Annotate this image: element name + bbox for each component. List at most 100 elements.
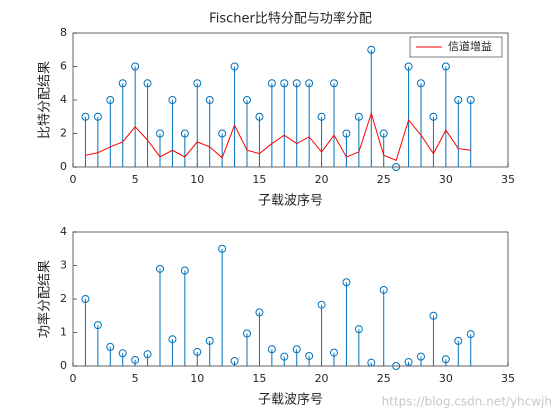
stem-marker xyxy=(255,308,264,317)
x-tick-label: 0 xyxy=(70,372,77,385)
stem-marker xyxy=(230,356,239,365)
stem-marker xyxy=(230,62,239,71)
x-tick-label: 30 xyxy=(439,173,453,186)
stem-marker xyxy=(118,79,127,88)
x-axis-label: 子载波序号 xyxy=(258,393,323,408)
stem-marker xyxy=(156,264,164,273)
stem-marker xyxy=(280,352,289,361)
y-tick-label: 3 xyxy=(60,259,67,272)
stem-marker xyxy=(180,129,189,138)
stem-marker xyxy=(417,352,425,361)
stem-marker xyxy=(93,321,102,330)
stem-marker xyxy=(404,62,413,71)
stem-marker xyxy=(81,112,90,121)
stem-marker xyxy=(317,112,326,121)
stem-marker xyxy=(454,96,463,104)
stem-marker xyxy=(218,129,227,138)
x-tick-label: 35 xyxy=(501,173,515,186)
stem-marker xyxy=(193,347,202,356)
stem-marker xyxy=(168,96,177,104)
stem-marker xyxy=(317,300,326,309)
stem-marker xyxy=(180,266,189,275)
stem-marker xyxy=(205,96,214,104)
stem-marker xyxy=(454,336,463,345)
y-tick-label: 4 xyxy=(60,225,67,238)
stem-marker xyxy=(193,79,202,88)
x-tick-label: 5 xyxy=(132,173,139,186)
y-axis-label: 功率分配结果 xyxy=(37,260,53,338)
stem-marker xyxy=(305,79,314,88)
stem-marker xyxy=(81,295,90,303)
x-tick-label: 10 xyxy=(190,372,204,385)
stem-marker xyxy=(379,285,388,294)
stem-marker xyxy=(243,329,251,338)
legend-box xyxy=(409,36,503,58)
chart-title: Fischer比特分配与功率分配 xyxy=(209,11,372,27)
stem-marker xyxy=(417,79,425,88)
stem-marker xyxy=(367,45,376,54)
stem-marker xyxy=(466,96,475,104)
x-tick-label: 5 xyxy=(132,372,139,385)
x-tick-label: 0 xyxy=(70,173,77,186)
stem-marker xyxy=(354,112,363,121)
stem-marker xyxy=(205,336,214,345)
axes-box xyxy=(72,231,509,367)
y-tick-label: 1 xyxy=(60,326,67,339)
x-tick-label: 15 xyxy=(252,173,266,186)
stem-marker xyxy=(379,129,388,138)
y-tick-label: 2 xyxy=(60,127,67,140)
stem-marker xyxy=(131,62,140,71)
stem-marker xyxy=(292,345,301,354)
stem-marker xyxy=(404,357,413,366)
stem-marker xyxy=(330,79,338,88)
stem-marker xyxy=(255,112,264,121)
stem-marker xyxy=(330,348,338,357)
stem-marker xyxy=(93,112,102,121)
stem-marker xyxy=(429,311,438,320)
stem-marker xyxy=(118,349,127,358)
stem-marker xyxy=(143,79,152,88)
stem-marker xyxy=(466,330,475,339)
stem-marker xyxy=(106,342,115,351)
stem-marker xyxy=(218,244,227,253)
stem-marker xyxy=(292,79,301,88)
stem-marker xyxy=(106,96,115,104)
y-tick-label: 0 xyxy=(60,160,67,173)
stem-marker xyxy=(267,345,276,354)
stem-marker xyxy=(156,129,164,138)
x-tick-label: 20 xyxy=(315,173,329,186)
stem-marker xyxy=(441,62,450,71)
stem-marker xyxy=(267,79,276,88)
x-tick-label: 15 xyxy=(252,372,266,385)
x-tick-label: 25 xyxy=(377,173,391,186)
x-tick-label: 25 xyxy=(377,372,391,385)
stem-marker xyxy=(342,278,351,287)
stem-marker xyxy=(392,362,401,370)
stem-marker xyxy=(168,335,177,344)
y-tick-label: 0 xyxy=(60,359,67,372)
line xyxy=(85,111,471,161)
x-tick-label: 30 xyxy=(439,372,453,385)
x-tick-label: 10 xyxy=(190,173,204,186)
stem-marker xyxy=(131,355,140,364)
stem-marker xyxy=(143,350,152,359)
stem-marker xyxy=(342,129,351,138)
y-tick-label: 4 xyxy=(60,93,67,106)
x-tick-label: 20 xyxy=(315,372,329,385)
stem-marker xyxy=(305,351,314,360)
legend-label: 信道增益 xyxy=(448,39,492,53)
stem-marker xyxy=(280,79,289,88)
stem-marker xyxy=(367,358,376,367)
stem-marker xyxy=(243,96,251,104)
y-tick-label: 8 xyxy=(60,26,67,39)
x-tick-label: 35 xyxy=(501,372,515,385)
watermark: https://blog.csdn.net/yhcwjh xyxy=(382,395,552,409)
x-axis-label: 子载波序号 xyxy=(258,194,323,209)
stem-marker xyxy=(441,355,450,364)
stem-marker xyxy=(354,325,363,334)
stem-marker xyxy=(429,112,438,121)
stem-marker xyxy=(392,163,401,171)
y-tick-label: 2 xyxy=(60,292,67,305)
y-axis-label: 比特分配结果 xyxy=(38,61,53,139)
